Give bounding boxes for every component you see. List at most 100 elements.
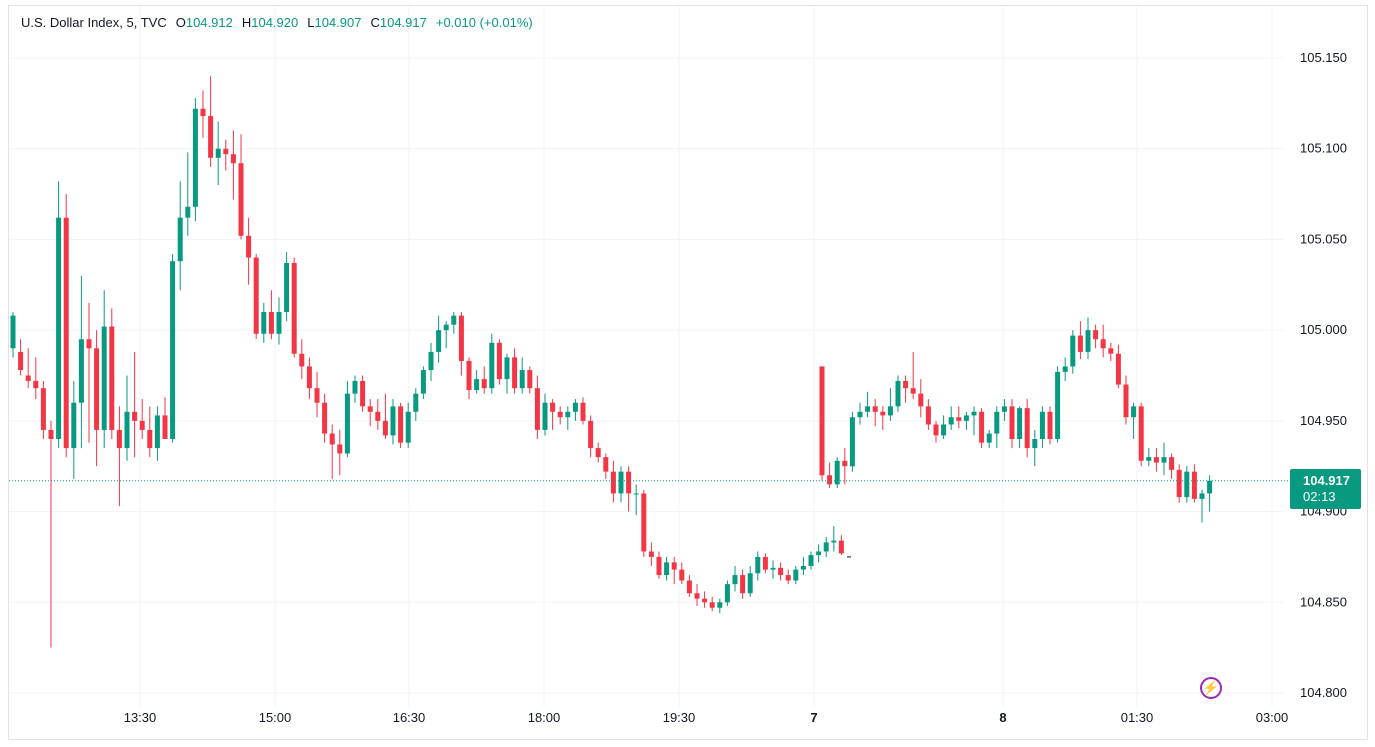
- high-value: 104.920: [251, 15, 299, 30]
- candle-up: [1131, 402, 1137, 439]
- candle-down: [762, 553, 768, 574]
- candle-body: [519, 370, 525, 389]
- candle-down: [299, 339, 305, 380]
- candle-body: [671, 562, 677, 570]
- last-price-badge: 104.917 02:13: [1290, 468, 1361, 509]
- x-tick-label: 19:30: [663, 710, 696, 725]
- candle-up: [1199, 489, 1205, 523]
- candle-up: [1070, 330, 1076, 374]
- candle-down: [1123, 375, 1129, 425]
- candle-up: [428, 342, 434, 381]
- candle-up: [963, 411, 969, 430]
- candle-body: [1146, 457, 1152, 461]
- candle-body: [857, 411, 863, 418]
- candle-up: [986, 429, 992, 449]
- candle-up: [1017, 406, 1023, 449]
- candle-body: [618, 471, 624, 494]
- x-tick-label: 18:00: [528, 710, 561, 725]
- candle-down: [1024, 399, 1030, 458]
- y-tick-label: 105.000: [1300, 322, 1347, 337]
- candle-up: [633, 484, 639, 516]
- candle-body: [344, 393, 350, 454]
- candle-body: [948, 417, 954, 425]
- candle-body: [322, 402, 328, 434]
- candle-body: [910, 388, 916, 394]
- candle-body: [238, 163, 244, 236]
- candle-down: [933, 420, 939, 443]
- candle-body: [1138, 406, 1144, 461]
- candle-up: [215, 121, 221, 185]
- candle-body: [512, 357, 518, 389]
- candle-body: [1176, 469, 1182, 498]
- candle-up: [565, 406, 571, 430]
- candle-down: [40, 380, 46, 439]
- candle-up: [808, 551, 814, 570]
- candle-down: [626, 466, 632, 512]
- candle-down: [956, 406, 962, 429]
- candle-body: [147, 429, 153, 449]
- candle-up: [800, 556, 806, 576]
- candle-down: [702, 591, 708, 608]
- candle-down: [880, 406, 886, 430]
- x-tick-label: 01:30: [1121, 710, 1154, 725]
- candle-body: [63, 217, 69, 449]
- candle-body: [139, 420, 145, 430]
- candle-down: [1138, 402, 1144, 467]
- candle-down: [527, 366, 533, 394]
- candle-down: [979, 408, 985, 449]
- candle-body: [1024, 408, 1030, 449]
- candle-body: [1123, 384, 1129, 418]
- x-tick-label: 16:30: [393, 710, 426, 725]
- candle-body: [819, 366, 825, 476]
- candle-body: [686, 580, 692, 594]
- candle-down: [230, 130, 236, 200]
- candle-body: [208, 116, 214, 158]
- candle-down: [329, 424, 335, 479]
- candle-down: [48, 420, 54, 648]
- candle-body: [793, 569, 799, 581]
- candle-body: [603, 457, 609, 472]
- candle-down: [291, 257, 297, 358]
- candle-down: [466, 357, 472, 400]
- y-tick-label: 104.800: [1300, 685, 1347, 700]
- candle-down: [1153, 448, 1159, 472]
- candle-body: [918, 393, 924, 407]
- candle-down: [588, 415, 594, 458]
- candle-body: [1085, 330, 1091, 352]
- candle-up: [489, 333, 495, 394]
- candle-up: [170, 253, 176, 443]
- candle-body: [1153, 457, 1159, 463]
- candle-down: [827, 462, 833, 488]
- candle-down: [1077, 321, 1083, 360]
- candles-layer: [10, 76, 1213, 648]
- candle-body: [963, 415, 969, 421]
- candle-down: [534, 375, 540, 439]
- candle-up: [664, 556, 670, 581]
- candle-down: [360, 375, 366, 412]
- candle-down: [557, 406, 563, 425]
- candle-body: [1100, 339, 1106, 349]
- candle-down: [337, 429, 343, 476]
- candle-up: [276, 297, 282, 345]
- candle-down: [1176, 464, 1182, 503]
- candle-body: [78, 339, 84, 403]
- candle-up: [519, 357, 525, 394]
- candle-body: [941, 424, 947, 436]
- lightning-bolt-icon[interactable]: ⚡: [1200, 677, 1222, 699]
- candle-body: [86, 339, 92, 349]
- candle-down: [512, 348, 518, 394]
- candle-down: [694, 584, 700, 606]
- candle-body: [1001, 406, 1007, 412]
- candle-body: [314, 388, 320, 403]
- candle-up: [834, 457, 840, 488]
- candle-body: [276, 312, 282, 334]
- candle-body: [192, 108, 198, 207]
- candle-up: [895, 375, 901, 412]
- candle-body: [116, 429, 122, 449]
- candle-down: [903, 375, 909, 403]
- candle-up: [78, 275, 84, 449]
- symbol-title[interactable]: U.S. Dollar Index, 5, TVC: [21, 15, 167, 30]
- candle-up: [10, 312, 16, 358]
- candle-body: [489, 342, 495, 389]
